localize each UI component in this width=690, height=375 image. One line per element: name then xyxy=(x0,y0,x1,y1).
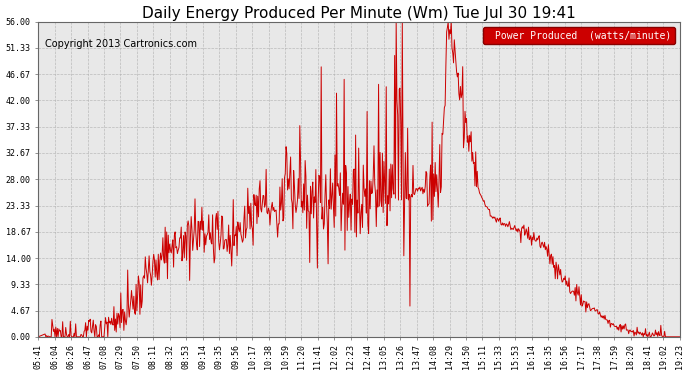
Title: Daily Energy Produced Per Minute (Wm) Tue Jul 30 19:41: Daily Energy Produced Per Minute (Wm) Tu… xyxy=(142,6,576,21)
Legend: Power Produced  (watts/minute): Power Produced (watts/minute) xyxy=(483,27,675,44)
Text: Copyright 2013 Cartronics.com: Copyright 2013 Cartronics.com xyxy=(45,39,197,50)
